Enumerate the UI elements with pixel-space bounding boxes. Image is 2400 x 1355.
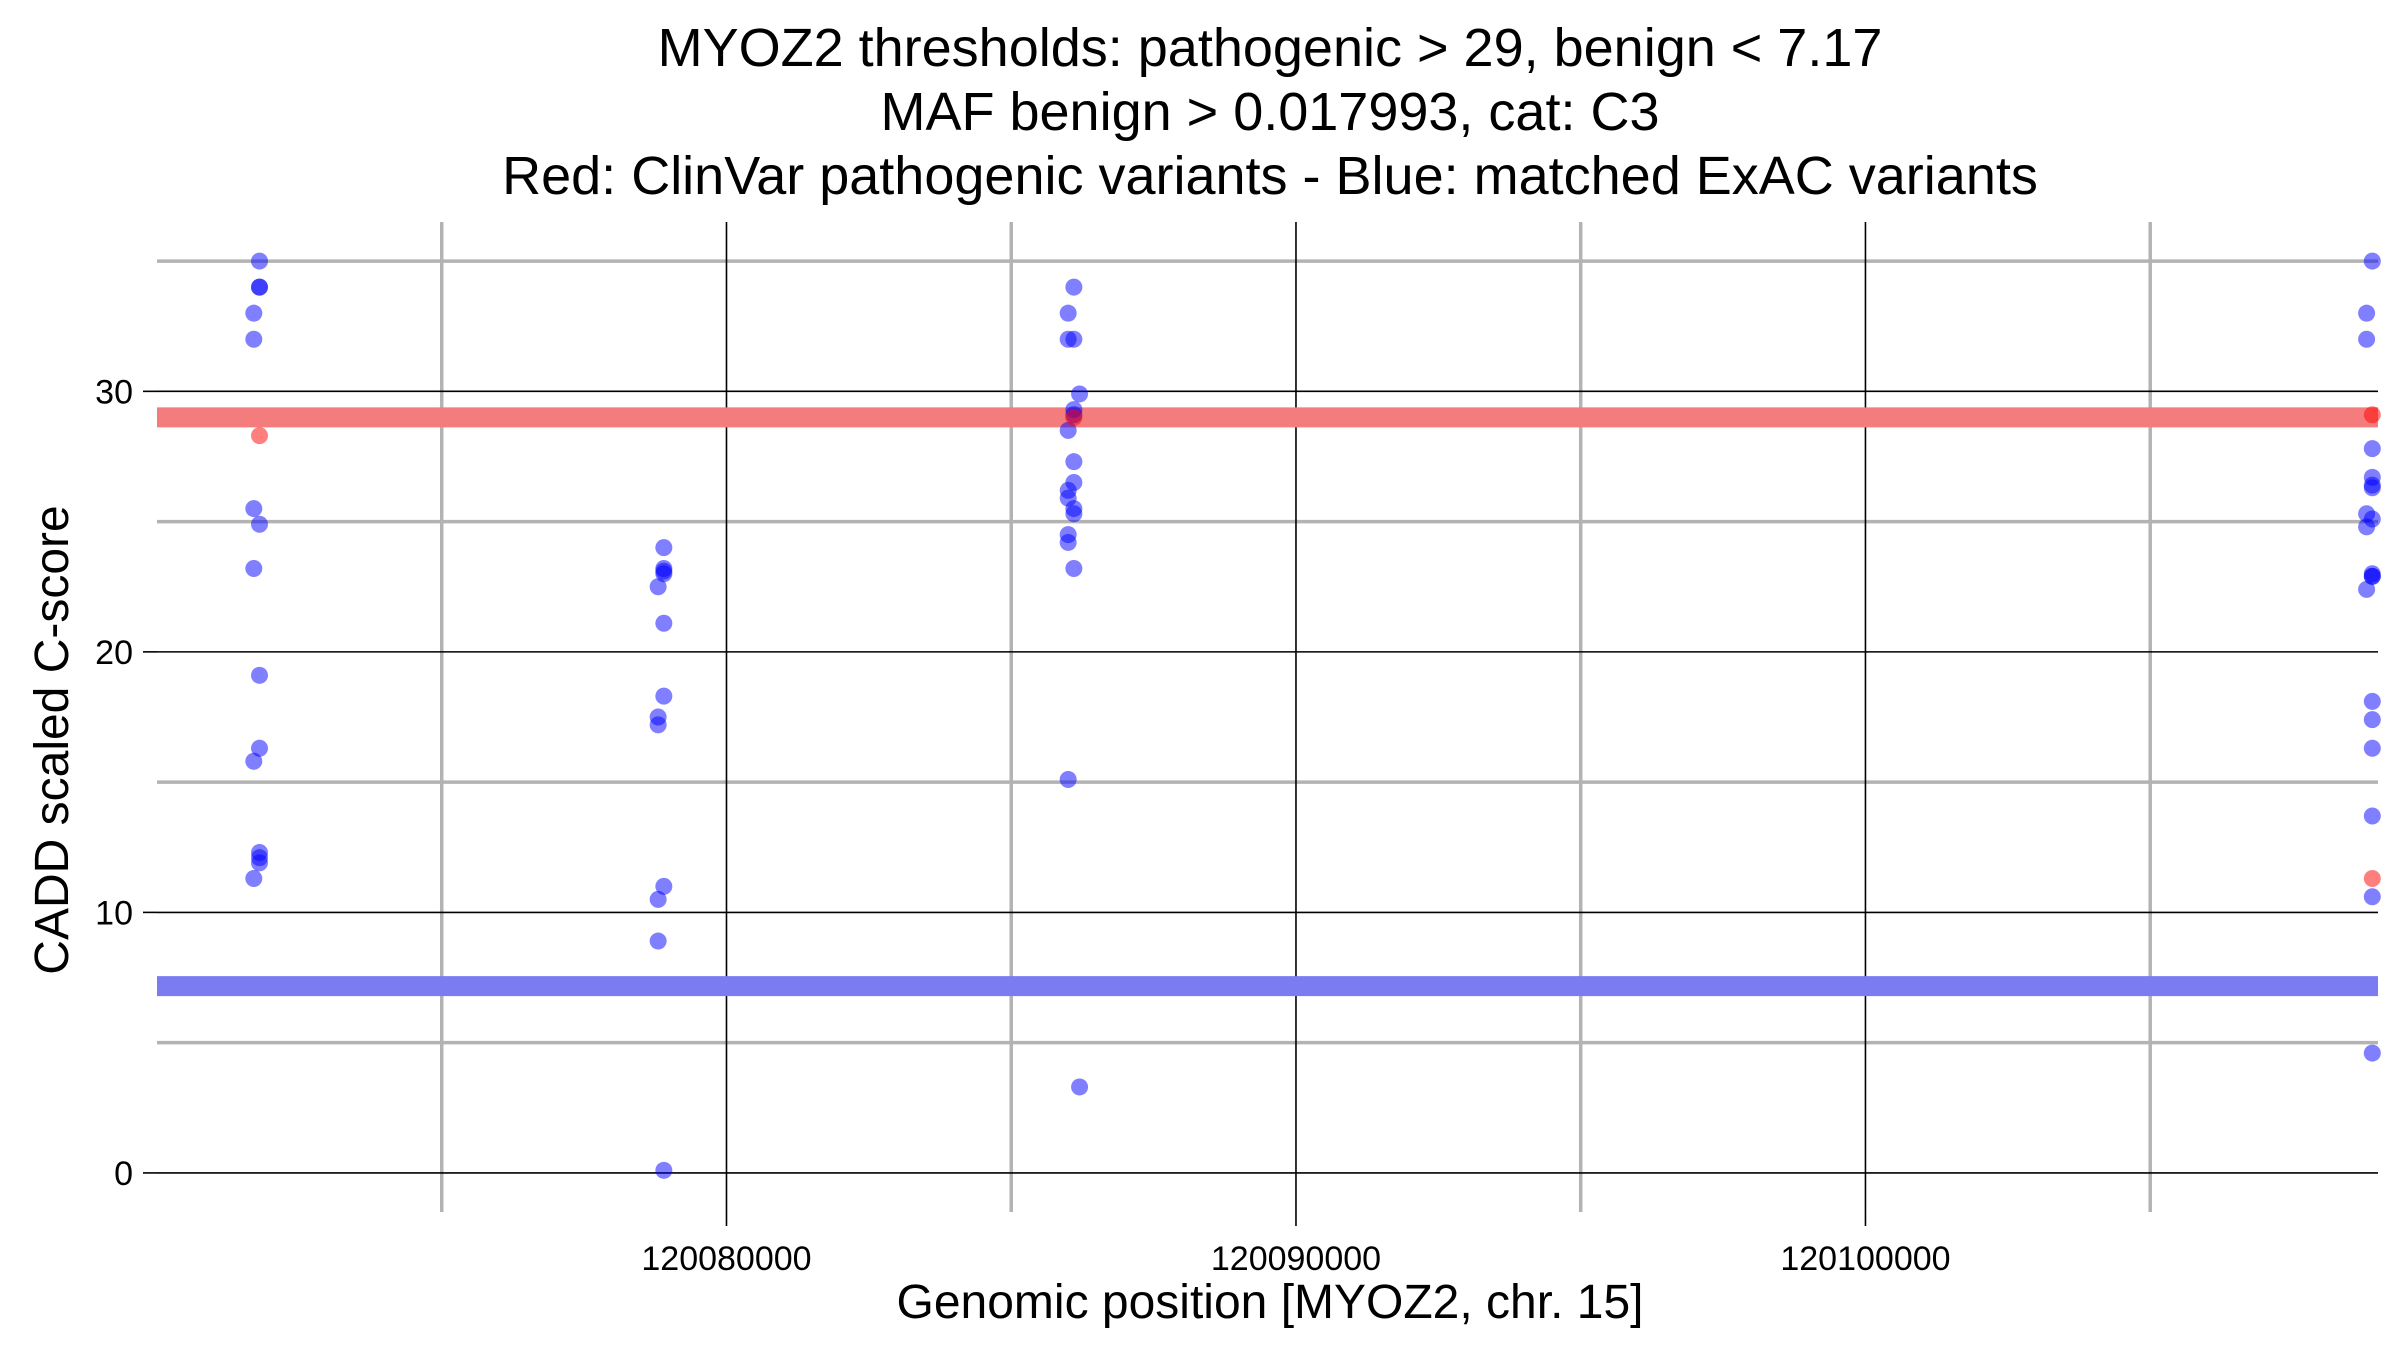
data-point: [251, 739, 269, 757]
data-point: [251, 278, 269, 296]
data-point: [2363, 1044, 2381, 1062]
chart-title-line-2: MAF benign > 0.017993, cat: C3: [881, 82, 1660, 142]
data-point: [245, 752, 263, 770]
data-point: [1065, 330, 1083, 348]
data-point: [245, 330, 263, 348]
data-point: [1059, 304, 1077, 322]
x-tick-label: 120090000: [1211, 1240, 1381, 1278]
data-point: [2363, 406, 2381, 424]
data-point: [1065, 408, 1083, 426]
data-point: [1065, 560, 1083, 577]
data-point: [1059, 421, 1077, 439]
data-point: [2358, 330, 2376, 348]
data-point: [2363, 440, 2381, 458]
data-point: [2363, 807, 2381, 825]
y-tick-label: 20: [95, 634, 133, 672]
data-points: [245, 252, 2381, 1179]
data-point: [245, 500, 263, 518]
data-point: [1065, 453, 1083, 471]
data-point: [1065, 505, 1083, 523]
data-point: [251, 515, 269, 533]
x-tick-label: 120100000: [1780, 1240, 1950, 1278]
data-point: [251, 427, 269, 445]
data-point: [2363, 567, 2381, 585]
data-point: [1059, 533, 1077, 551]
data-point: [2363, 739, 2381, 757]
data-point: [655, 614, 673, 632]
data-point: [2358, 518, 2376, 536]
data-point: [649, 932, 667, 950]
y-axis-ticks: 0 10 20 30: [95, 373, 157, 1193]
threshold-lines: [157, 407, 2378, 997]
data-point: [655, 539, 673, 557]
data-point: [2358, 580, 2376, 598]
data-point: [2363, 252, 2381, 270]
data-point: [245, 304, 263, 322]
data-point: [655, 1161, 673, 1179]
data-point: [2363, 870, 2381, 888]
x-axis-label: Genomic position [MYOZ2, chr. 15]: [897, 1276, 1644, 1329]
data-point: [245, 560, 263, 577]
data-point: [655, 877, 673, 895]
data-point: [2363, 476, 2381, 494]
x-tick-label: 120080000: [641, 1240, 811, 1278]
x-axis-ticks: 120080000 120090000 120100000: [641, 1212, 1951, 1278]
data-point: [2363, 888, 2381, 906]
data-point: [655, 687, 673, 705]
data-point: [655, 565, 673, 583]
data-point: [649, 578, 667, 596]
data-point: [1059, 771, 1077, 789]
y-axis-label: CADD scaled C-score: [26, 505, 79, 974]
data-point: [649, 716, 667, 734]
chart-title-line-1: MYOZ2 thresholds: pathogenic > 29, benig…: [658, 18, 1883, 78]
data-point: [251, 252, 269, 270]
grid: [157, 222, 2378, 1212]
chart-title-line-3: Red: ClinVar pathogenic variants - Blue:…: [502, 146, 2038, 206]
y-tick-label: 10: [95, 894, 133, 932]
data-point: [1065, 278, 1083, 296]
data-point: [1071, 385, 1089, 403]
y-tick-label: 0: [114, 1155, 133, 1193]
data-point: [251, 666, 269, 684]
y-tick-label: 30: [95, 373, 133, 411]
data-point: [2358, 304, 2376, 322]
data-point: [251, 854, 269, 872]
data-point: [649, 890, 667, 908]
data-point: [2363, 692, 2381, 710]
data-point: [2363, 711, 2381, 729]
data-point: [1071, 1078, 1089, 1096]
data-point: [245, 870, 263, 888]
